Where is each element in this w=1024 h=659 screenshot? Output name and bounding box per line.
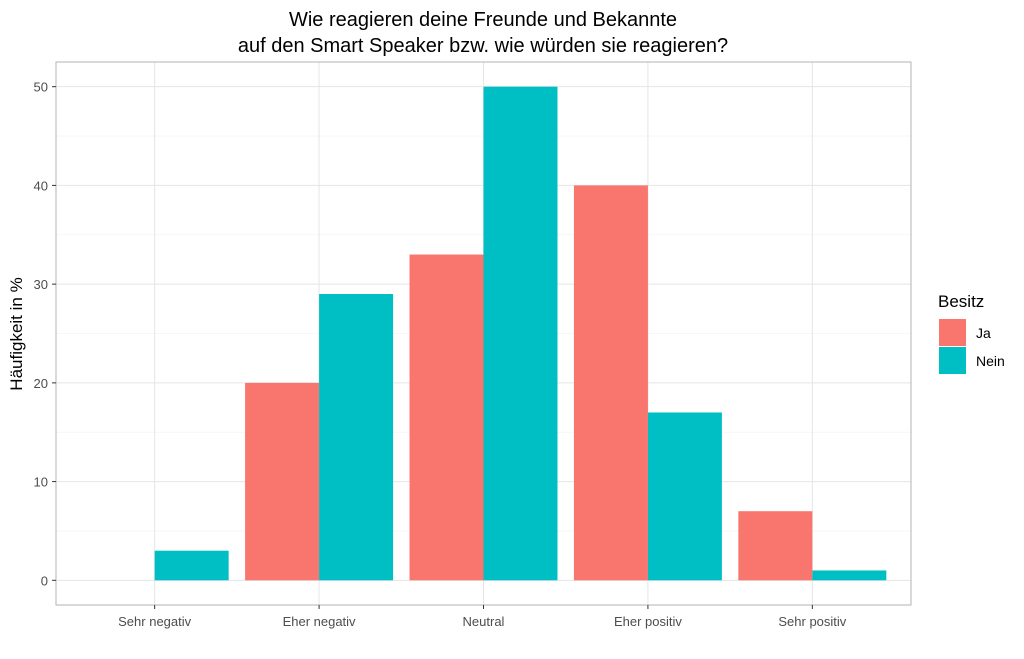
x-tick-label: Neutral [463, 614, 505, 629]
bars [154, 86, 887, 581]
y-tick-label: 40 [34, 178, 48, 193]
x-tick-label: Eher positiv [614, 614, 682, 629]
x-tick-label: Sehr positiv [778, 614, 846, 629]
legend-swatch-nein [939, 347, 966, 374]
y-tick-label: 50 [34, 80, 48, 95]
y-axis-title: Häufigkeit in % [7, 277, 26, 390]
legend: Besitz Ja Nein [938, 292, 1005, 374]
legend-label-ja: Ja [976, 325, 991, 341]
bar-nein-2 [483, 86, 558, 581]
bar-ja-1 [245, 382, 320, 581]
x-tick-label: Eher negativ [283, 614, 356, 629]
chart-title-line1: Wie reagieren deine Freunde und Bekannte [289, 9, 677, 31]
y-tick-label: 0 [41, 573, 48, 588]
legend-swatch-ja [939, 319, 966, 346]
legend-title: Besitz [938, 292, 984, 311]
bar-nein-3 [647, 412, 722, 581]
bar-ja-2 [409, 254, 484, 581]
bar-nein-0 [154, 550, 229, 581]
bar-nein-4 [812, 570, 887, 581]
y-tick-label: 30 [34, 277, 48, 292]
x-tick-label: Sehr negativ [118, 614, 191, 629]
chart-title-line2: auf den Smart Speaker bzw. wie würden si… [238, 35, 728, 57]
y-tick-label: 10 [34, 475, 48, 490]
bar-nein-1 [319, 294, 394, 581]
bar-ja-3 [573, 185, 648, 581]
legend-label-nein: Nein [976, 353, 1005, 369]
y-tick-label: 20 [34, 376, 48, 391]
bar-ja-4 [738, 511, 813, 581]
x-axis-ticks: Sehr negativ Eher negativ Neutral Eher posi… [118, 605, 847, 629]
y-axis-ticks: 0 10 20 30 40 50 [34, 80, 56, 588]
